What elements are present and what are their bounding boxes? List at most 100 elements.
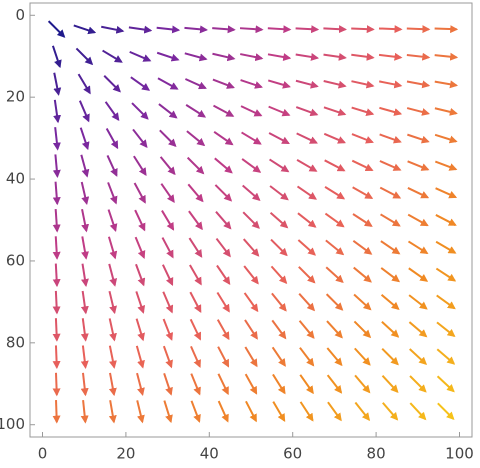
vector-arrow — [212, 25, 236, 34]
vector-arrow — [351, 106, 375, 116]
y-tick-label: 0 — [15, 6, 25, 24]
vector-arrow — [434, 133, 458, 144]
vector-arrow — [239, 25, 264, 34]
vector-arrow — [326, 374, 343, 394]
vector-arrow — [409, 402, 427, 421]
vector-arrow — [189, 291, 202, 314]
vector-arrow — [136, 372, 145, 396]
vector-arrow — [351, 80, 375, 89]
vector-arrow — [324, 212, 345, 228]
x-tick-label: 0 — [38, 445, 48, 463]
vector-arrow — [157, 77, 179, 90]
vector-arrow — [352, 213, 373, 227]
vector-arrow — [131, 102, 149, 120]
vector-arrow — [406, 107, 430, 116]
vector-arrow — [378, 52, 403, 61]
vector-arrow — [52, 290, 61, 315]
vector-arrow — [434, 52, 459, 61]
vector-arrow — [271, 319, 287, 340]
vector-arrow — [269, 185, 289, 201]
vector-arrow — [135, 263, 146, 287]
vector-arrow — [241, 158, 262, 173]
vector-arrow — [271, 346, 286, 367]
vector-arrow — [52, 372, 61, 397]
vector-arrow — [245, 400, 257, 423]
vector-arrow — [53, 99, 62, 124]
vector-arrow — [108, 318, 117, 342]
vector-arrow — [52, 236, 61, 260]
vector-arrow — [327, 401, 342, 422]
vector-arrow — [269, 211, 289, 229]
vector-arrow — [436, 375, 455, 393]
vector-arrow — [435, 187, 458, 199]
vector-arrow — [324, 186, 346, 200]
vector-arrow — [435, 214, 457, 226]
vector-arrow — [407, 160, 430, 171]
vector-arrow — [380, 267, 401, 283]
vector-arrow — [271, 292, 287, 312]
vector-arrow — [106, 154, 118, 177]
vector-arrow — [132, 128, 148, 149]
vector-arrow — [380, 240, 401, 255]
vector-arrow — [407, 213, 429, 227]
vector-arrow — [382, 402, 399, 421]
vector-arrow — [326, 320, 343, 339]
vector-arrow — [184, 52, 208, 62]
vector-arrow — [295, 106, 319, 117]
vector-arrow — [107, 182, 118, 205]
vector-arrow — [351, 25, 375, 34]
vector-arrow — [161, 210, 175, 231]
vector-arrow — [156, 25, 181, 34]
vector-arrow — [244, 319, 258, 340]
vector-arrow — [240, 53, 264, 62]
vector-arrow — [267, 25, 292, 34]
vector-arrow — [213, 131, 234, 146]
vector-arrow — [407, 133, 430, 144]
vector-arrow — [159, 156, 176, 176]
frame — [29, 2, 473, 438]
vector-arrow — [270, 265, 288, 284]
vector-arrow — [134, 236, 146, 259]
vector-arrow — [216, 319, 230, 341]
vector-arrow — [436, 294, 456, 310]
vector-arrow — [244, 373, 258, 395]
vector-arrow — [381, 347, 399, 366]
vector-arrow — [435, 267, 457, 282]
vector-arrow — [162, 345, 173, 369]
vector-arrow — [323, 80, 347, 89]
vector-arrow — [128, 25, 153, 34]
vector-arrow — [188, 237, 203, 258]
vector-arrow — [162, 291, 174, 314]
vector-arrow — [408, 321, 428, 338]
vector-arrow — [184, 25, 208, 34]
vector-arrow — [242, 184, 261, 201]
vector-arrow — [217, 346, 230, 368]
vector-arrow — [108, 372, 117, 397]
vector-arrow — [130, 76, 151, 91]
vector-arrow — [186, 156, 205, 175]
vector-arrow — [213, 104, 235, 117]
vector-arrow — [107, 209, 118, 232]
vector-arrow — [269, 158, 290, 173]
vector-arrow — [108, 290, 117, 315]
vector-arrow — [161, 264, 174, 286]
vector-arrow — [409, 375, 427, 393]
vector-arrow — [51, 45, 62, 69]
vector-arrow — [381, 321, 400, 338]
vector-arrow — [378, 25, 403, 34]
vector-arrow — [380, 294, 400, 310]
vector-arrow — [437, 402, 455, 420]
x-tick-label: 40 — [200, 445, 219, 463]
vector-arrow — [108, 400, 117, 424]
vector-arrow — [156, 51, 180, 62]
vector-arrow — [268, 132, 290, 145]
vector-arrow — [52, 400, 61, 424]
vector-arrow — [215, 237, 231, 258]
vector-arrow — [406, 52, 431, 61]
vector-arrow — [212, 78, 235, 89]
vector-arrow — [80, 154, 90, 178]
vector-arrow — [80, 181, 90, 205]
vector-arrow — [80, 263, 89, 288]
vector-arrow — [267, 53, 292, 61]
vector-arrow — [299, 347, 315, 367]
